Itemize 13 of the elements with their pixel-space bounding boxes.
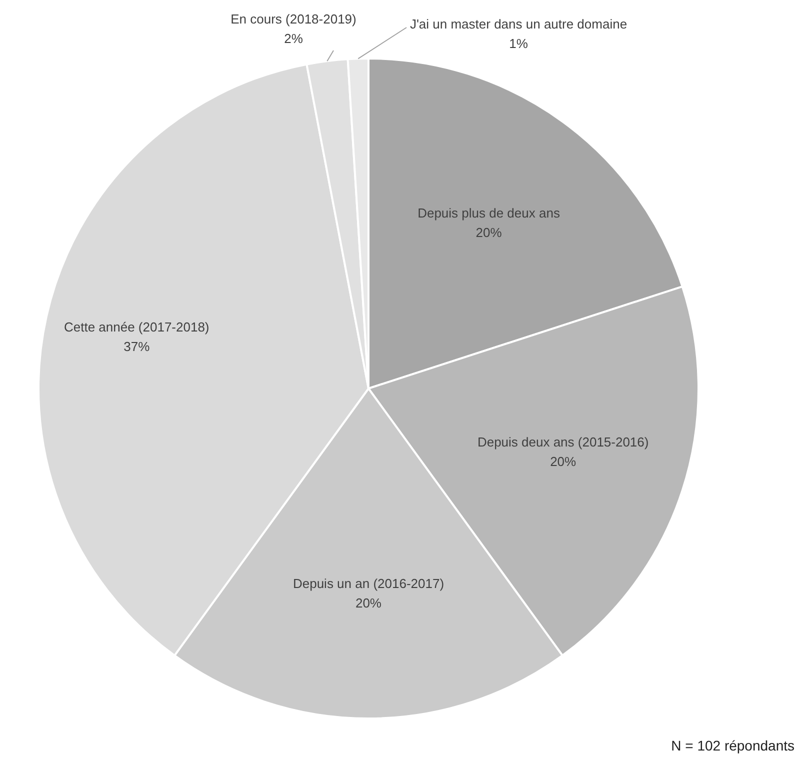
slice-label: Depuis plus de deux ans <box>418 206 560 221</box>
data-label: 1% <box>509 36 528 51</box>
slice-label: Depuis un an (2016-2017) <box>292 576 444 591</box>
slice-label: En cours (2018-2019) <box>230 11 356 26</box>
slice-label: Cette année (2017-2018) <box>64 319 210 334</box>
data-label: 20% <box>355 595 382 610</box>
data-label: 20% <box>550 454 577 469</box>
text: N = 102 répondants <box>671 738 795 754</box>
data-label: 20% <box>476 225 502 240</box>
slice-label: Depuis deux ans (2015-2016) <box>477 434 649 450</box>
data-label: 2% <box>284 30 304 46</box>
slice-label: J'ai un master dans un autre domaine <box>410 16 628 32</box>
data-label: 37% <box>124 338 150 354</box>
